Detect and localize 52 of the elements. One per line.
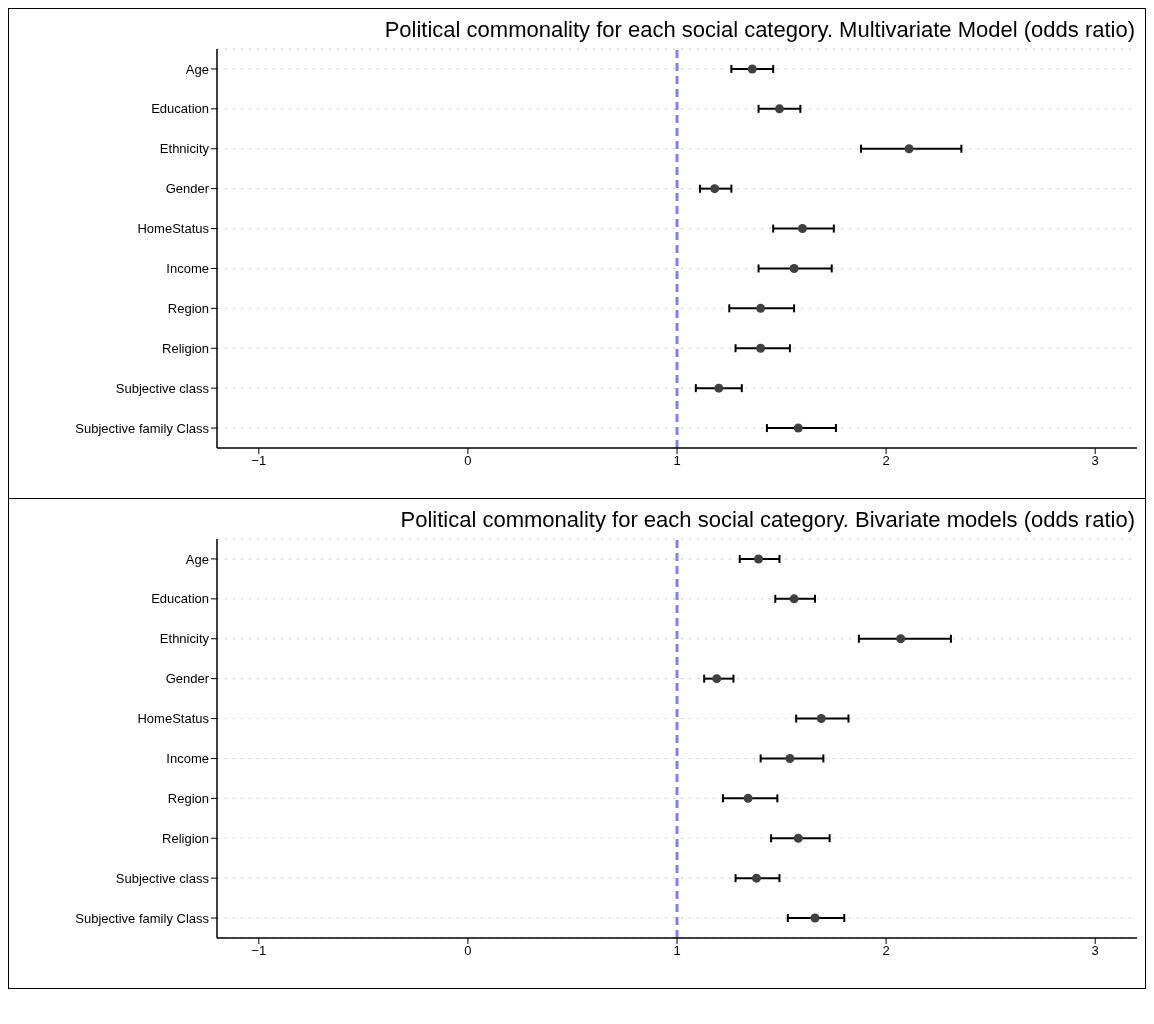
point [756,343,766,353]
point [743,793,753,803]
point [785,753,795,763]
point [904,144,914,154]
x-tick-label: 2 [882,453,890,469]
chart-title: Political commonality for each social category. Multivariate Model (odds ratio) [383,16,1136,43]
x-tick-label: 0 [464,943,472,959]
point [712,674,722,684]
point [789,594,799,604]
y-tick-label: Subjective class [115,380,210,396]
y-tick-label: Religion [162,340,209,356]
point [816,714,826,724]
y-tick-label: Ethnicity [159,141,210,157]
point [789,263,799,273]
point [714,383,724,393]
x-tick-label: 3 [1091,453,1099,469]
y-tick-label: Age [185,61,209,77]
y-tick-label: Subjective class [115,870,210,886]
y-tick-label: HomeStatus [137,711,210,727]
x-tick-label: 1 [673,943,681,959]
y-tick-label: Gender [165,181,210,197]
y-tick-label: Income [166,261,209,277]
y-tick-label: Gender [165,671,210,687]
chart-title: Political commonality for each social category. Bivariate models (odds ratio) [399,506,1136,533]
x-tick-label: −1 [251,943,267,959]
point [710,184,720,194]
y-tick-label: Region [167,300,209,316]
point [810,913,820,923]
point [756,303,766,313]
point [754,554,764,564]
y-tick-label: Age [185,551,209,567]
y-tick-label: Subjective family Class [75,420,210,436]
x-tick-label: 3 [1091,943,1099,959]
y-tick-label: Subjective family Class [75,910,210,926]
point [896,634,906,644]
y-tick-label: Religion [162,830,209,846]
point [774,104,784,114]
point [751,873,761,883]
y-tick-label: Education [151,591,209,607]
y-tick-label: Education [151,101,209,117]
point [793,423,803,433]
point [747,64,757,74]
x-tick-label: 0 [464,453,472,469]
y-tick-label: Region [167,790,209,806]
y-tick-label: Income [166,751,209,767]
x-tick-label: 2 [882,943,890,959]
point [793,833,803,843]
x-tick-label: 1 [673,453,681,469]
x-tick-label: −1 [251,453,267,469]
y-tick-label: Ethnicity [159,631,210,647]
y-tick-label: HomeStatus [137,221,210,237]
point [797,224,807,234]
